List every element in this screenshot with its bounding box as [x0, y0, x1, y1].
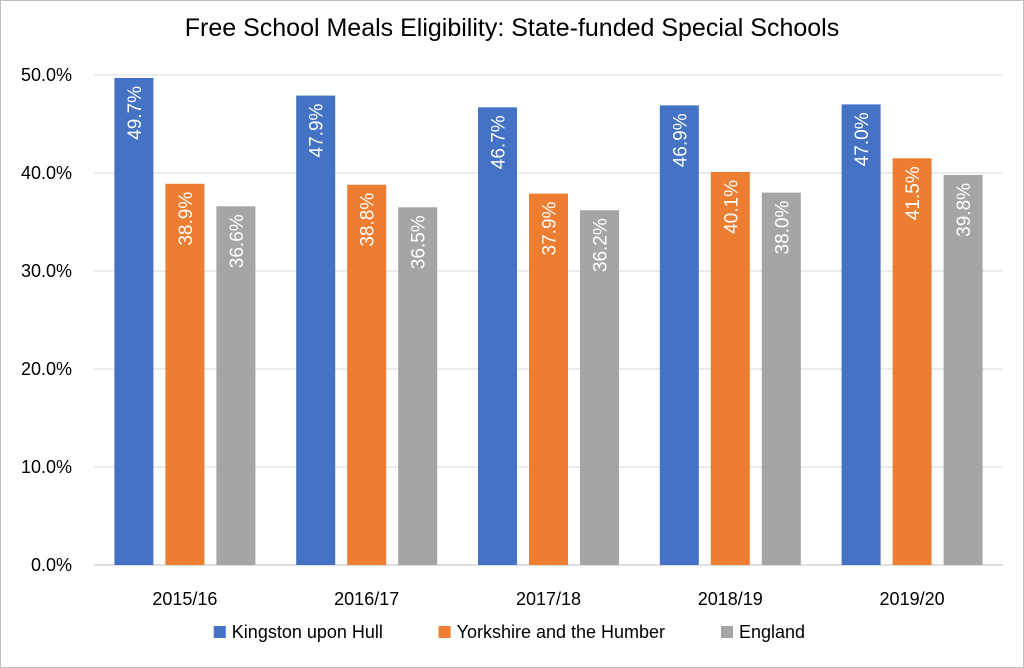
y-tick-label: 40.0%: [21, 163, 72, 183]
data-label: 38.9%: [176, 192, 197, 246]
bar: [216, 206, 256, 565]
bar: [398, 207, 438, 566]
chart-title: Free School Meals Eligibility: State-fun…: [184, 14, 840, 42]
legend-label: Kingston upon Hull: [232, 622, 383, 642]
data-label: 49.7%: [125, 86, 146, 140]
data-label: 40.1%: [721, 180, 742, 234]
y-tick-label: 10.0%: [21, 457, 72, 477]
data-label: 38.8%: [358, 193, 379, 247]
legend-label: Yorkshire and the Humber: [457, 622, 665, 642]
data-label: 36.6%: [227, 214, 248, 268]
bar: [296, 95, 336, 565]
data-label: 36.2%: [591, 218, 612, 272]
legend-swatch: [213, 626, 226, 638]
y-tick-label: 30.0%: [21, 261, 72, 281]
legend-label: England: [739, 622, 805, 642]
x-tick-label: 2015/16: [152, 589, 217, 609]
bar: [347, 184, 387, 565]
bar: [659, 105, 699, 565]
data-label: 47.9%: [307, 103, 328, 157]
x-tick-label: 2017/18: [516, 589, 581, 609]
x-tick-label: 2018/19: [698, 589, 763, 609]
bar: [165, 183, 205, 565]
data-label: 38.0%: [772, 200, 793, 254]
bar: [892, 158, 932, 566]
legend-swatch: [438, 626, 451, 638]
data-label: 41.5%: [903, 166, 924, 220]
bar: [943, 174, 983, 565]
bar: [841, 104, 881, 566]
legend-swatch: [721, 626, 733, 638]
x-tick-label: 2016/17: [334, 589, 399, 609]
data-label: 37.9%: [540, 201, 561, 255]
y-tick-label: 0.0%: [31, 555, 72, 575]
bar: [580, 210, 619, 566]
bar: [710, 172, 750, 565]
data-label: 39.8%: [954, 183, 975, 237]
x-tick-label: 2019/20: [880, 589, 945, 609]
bar: [529, 193, 568, 565]
bar: [478, 107, 517, 565]
y-tick-label: 50.0%: [21, 65, 72, 85]
data-label: 47.0%: [852, 112, 873, 166]
y-tick-label: 20.0%: [21, 359, 72, 379]
data-label: 36.5%: [409, 215, 430, 269]
data-label: 46.9%: [670, 113, 691, 167]
data-label: 46.7%: [489, 115, 510, 169]
bar: [761, 192, 801, 565]
bar: [114, 77, 154, 565]
